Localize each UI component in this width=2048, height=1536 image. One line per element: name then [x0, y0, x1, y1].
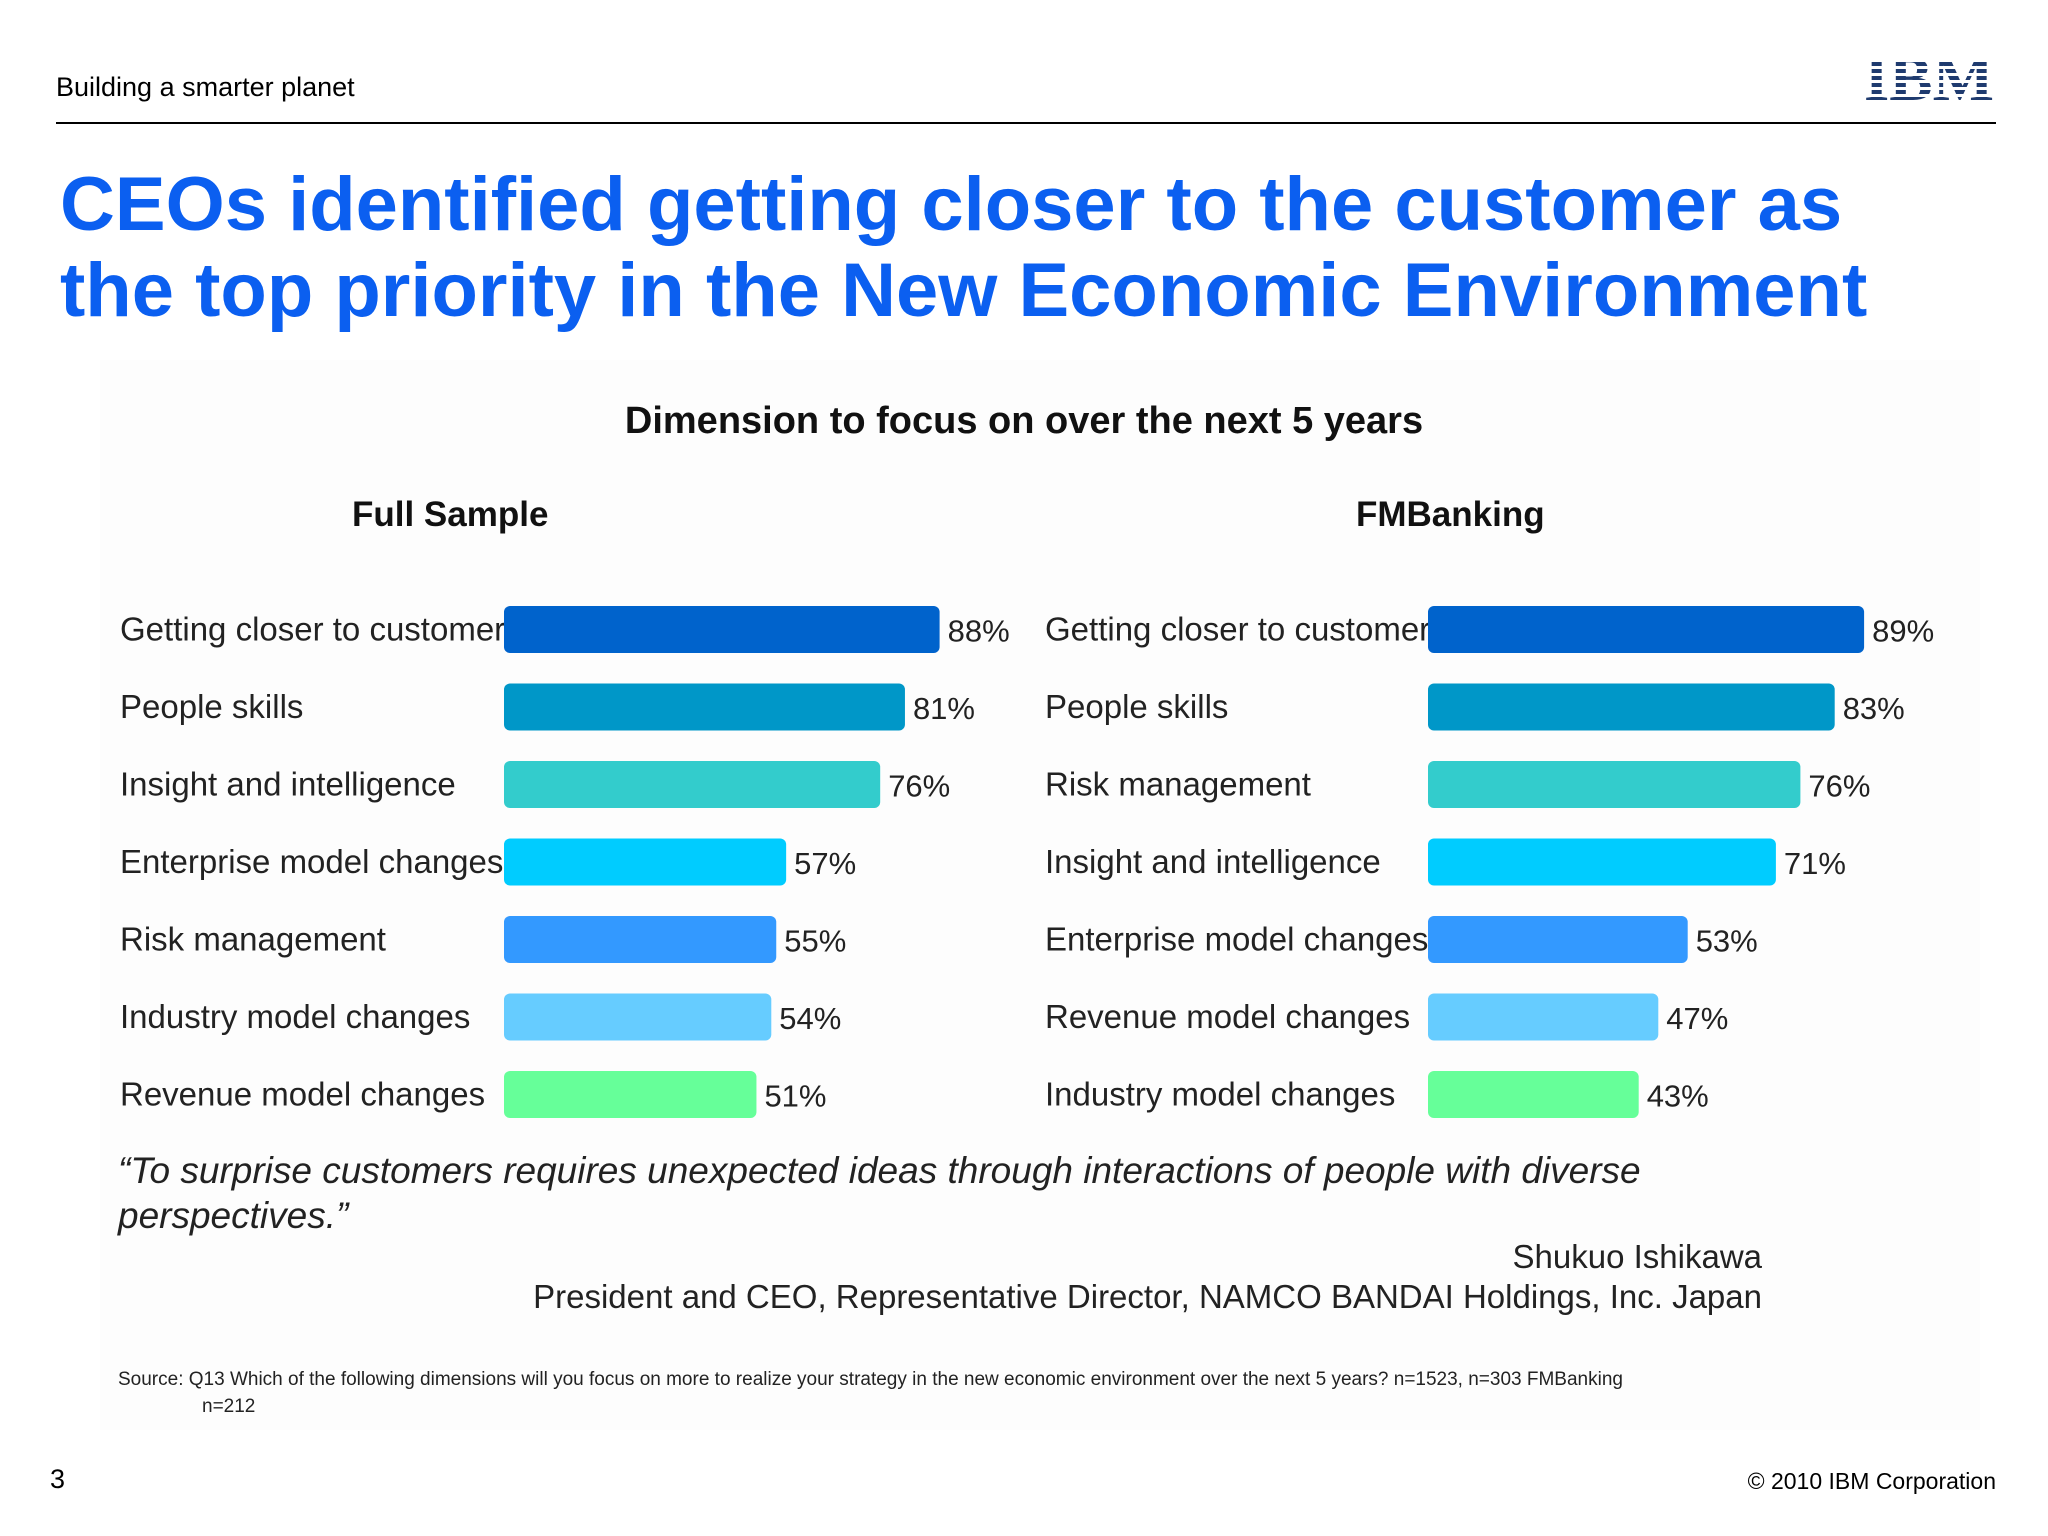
chart-subtitle-fmbanking: FMBanking	[1356, 495, 1545, 534]
full-sample-category-label: Risk management	[120, 921, 386, 958]
full-sample-value-label: 57%	[794, 846, 856, 881]
ibm-logo: IBM	[1864, 48, 1994, 101]
fmbanking-bar	[1428, 916, 1688, 963]
source-line-1: Source: Q13 Which of the following dimen…	[118, 1369, 1623, 1390]
quote-author: Shukuo Ishikawa	[1512, 1238, 1762, 1275]
full-sample-bar	[504, 993, 772, 1041]
full-sample-value-label: 81%	[913, 691, 975, 726]
fmbanking-value-label: 53%	[1696, 924, 1758, 959]
slide-title: CEOs identified getting closer to the cu…	[60, 162, 2010, 334]
chart-subtitle-full-sample: Full Sample	[352, 495, 549, 534]
full-sample-bar	[504, 1071, 757, 1118]
fmbanking-bar	[1428, 838, 1776, 886]
fmbanking-category-label: Revenue model changes	[1045, 998, 1410, 1035]
full-sample-category-label: Getting closer to customer	[120, 611, 505, 648]
full-sample-category-label: Insight and intelligence	[120, 766, 456, 803]
quote-line-1: “To surprise customers requires unexpect…	[118, 1150, 1641, 1191]
fmbanking-category-label: Insight and intelligence	[1045, 843, 1381, 880]
fmbanking-value-label: 47%	[1666, 1001, 1728, 1036]
full-sample-bar	[504, 838, 787, 886]
full-sample-category-label: Enterprise model changes	[120, 843, 503, 880]
copyright: © 2010 IBM Corporation	[1747, 1468, 1996, 1494]
full-sample-bar	[504, 916, 777, 963]
fmbanking-category-label: People skills	[1045, 688, 1228, 725]
fmbanking-value-label: 43%	[1647, 1079, 1709, 1114]
full-sample-value-label: 54%	[779, 1001, 841, 1036]
fmbanking-value-label: 89%	[1872, 614, 1934, 649]
source-note: Source: Q13 Which of the following dimen…	[118, 1366, 1858, 1420]
fmbanking-bar	[1428, 683, 1835, 731]
full-sample-category-label: Industry model changes	[120, 998, 470, 1035]
chart-panel	[100, 360, 1980, 1430]
fmbanking-value-label: 76%	[1808, 769, 1870, 804]
full-sample-category-label: Revenue model changes	[120, 1076, 485, 1113]
full-sample-bar	[504, 606, 940, 653]
ceo-quote: “To surprise customers requires unexpect…	[118, 1148, 1738, 1238]
full-sample-value-label: 76%	[888, 769, 950, 804]
fmbanking-bar	[1428, 761, 1801, 808]
fmbanking-value-label: 83%	[1843, 691, 1905, 726]
fmbanking-category-label: Risk management	[1045, 766, 1311, 803]
source-line-2: n=212	[202, 1396, 256, 1417]
slide-title-line-1: CEOs identified getting closer to the cu…	[60, 162, 1843, 247]
fmbanking-bar	[1428, 993, 1659, 1041]
fmbanking-value-label: 71%	[1784, 846, 1846, 881]
page-number: 3	[50, 1464, 66, 1494]
full-sample-value-label: 88%	[948, 614, 1010, 649]
full-sample-category-label: People skills	[120, 688, 303, 725]
fmbanking-bar	[1428, 1071, 1639, 1118]
fmbanking-category-label: Industry model changes	[1045, 1076, 1395, 1113]
header-tagline: Building a smarter planet	[56, 72, 355, 102]
quote-line-2: perspectives.”	[118, 1195, 349, 1236]
full-sample-bar	[504, 761, 881, 808]
fmbanking-category-label: Getting closer to customer	[1045, 611, 1430, 648]
full-sample-value-label: 55%	[784, 924, 846, 959]
slide-title-line-2: the top priority in the New Economic Env…	[60, 248, 1868, 333]
fmbanking-category-label: Enterprise model changes	[1045, 921, 1428, 958]
full-sample-value-label: 51%	[764, 1079, 826, 1114]
quote-author-title: President and CEO, Representative Direct…	[533, 1278, 1762, 1315]
fmbanking-bar	[1428, 606, 1865, 653]
full-sample-bar	[504, 683, 905, 731]
header-rule	[56, 122, 1996, 124]
chart-title: Dimension to focus on over the next 5 ye…	[624, 400, 1424, 442]
